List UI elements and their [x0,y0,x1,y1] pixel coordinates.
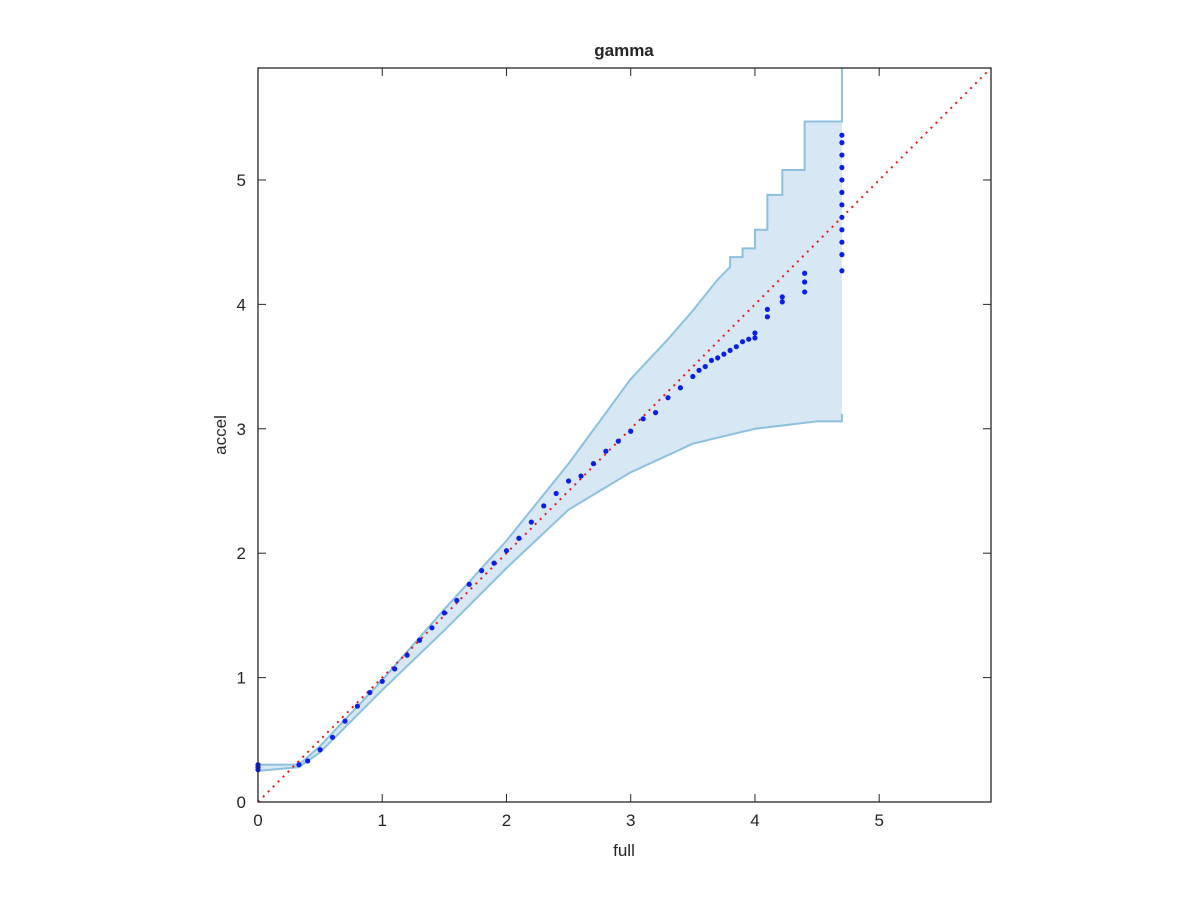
qq-point [553,490,559,497]
qq-point [839,202,845,208]
qq-point [839,164,845,171]
y-tick-label: 4 [237,295,246,314]
qq-point [802,289,808,295]
qq-point [733,344,739,350]
qq-point [839,132,845,138]
qq-point [640,416,646,422]
x-tick-label: 5 [874,811,883,830]
qq-point [839,227,845,233]
qq-point [392,666,398,672]
qq-point [528,519,534,525]
qq-point [296,762,302,768]
qq-point [839,214,845,220]
x-axis-label: full [613,841,635,860]
x-tick-label: 0 [253,811,262,830]
qq-point [839,268,845,274]
qq-point [429,625,435,631]
qq-point [379,678,385,684]
qq-point [839,152,845,158]
axes-box [257,67,992,803]
qq-point [779,294,785,300]
qq-point [305,758,311,764]
x-tick-label: 3 [626,811,635,830]
qq-point [329,734,336,740]
qq-point [752,330,758,336]
qq-point [652,410,659,416]
x-tick-label: 4 [750,811,759,830]
y-tick-label: 5 [237,171,246,190]
qq-point [752,335,758,341]
qq-point [764,314,770,320]
y-axis-label: accel [211,415,230,455]
qq-point [416,637,423,643]
qq-point [317,747,323,753]
qq-point [466,581,472,587]
qq-point [615,438,621,444]
qq-point [739,339,746,345]
qq-point [702,363,708,370]
qq-point [696,367,702,373]
qq-point [715,355,721,361]
band-lower-line [257,413,843,772]
qq-point [677,385,684,391]
qq-point [727,347,733,354]
qq-point [503,548,510,554]
qq-point [342,718,348,724]
qq-point [690,373,696,380]
qq-point [578,473,584,479]
qq-point [404,652,410,658]
qq-point [839,140,845,146]
y-tick-label: 2 [237,544,246,563]
qq-point [628,428,634,434]
qq-point [367,689,373,696]
qq-point [746,336,752,342]
qq-point [454,597,460,604]
qq-point [354,703,360,709]
y-tick-label: 0 [237,793,246,812]
qq-point [590,461,597,467]
reference-line [257,67,992,803]
band-upper-line [258,68,843,766]
qq-point [839,177,845,183]
qq-point [779,299,785,305]
qq-point [839,239,845,245]
qq-point [665,395,671,401]
confidence-band [258,68,842,771]
x-tick-label: 1 [378,811,387,830]
chart-title: gamma [594,41,654,60]
qq-point [839,189,845,196]
y-tick-label: 3 [237,420,246,439]
qq-point [603,448,609,454]
qq-point [802,270,808,276]
qq-point [839,252,845,258]
qq-point [721,351,727,357]
qq-point [802,279,808,285]
qq-point [565,478,572,484]
qq-point [708,357,715,363]
qq-point [491,560,497,566]
qq-point [479,568,485,574]
x-tick-label: 2 [502,811,511,830]
qq-point [516,535,522,541]
qq-point [541,503,547,509]
y-tick-label: 1 [237,669,246,688]
qq-point [441,610,447,616]
qq-point [764,306,770,312]
